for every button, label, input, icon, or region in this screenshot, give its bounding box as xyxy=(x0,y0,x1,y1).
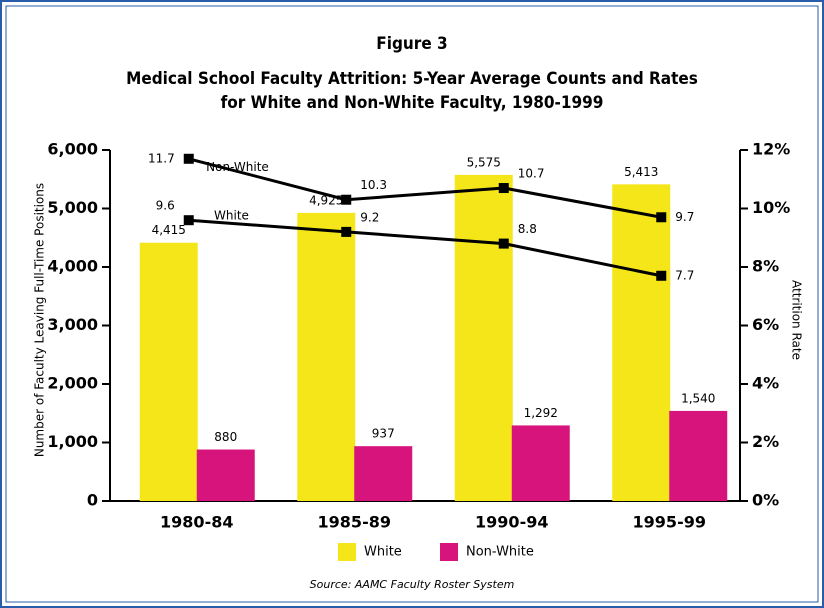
bar xyxy=(612,184,671,502)
line-name-label: Non-White xyxy=(206,160,269,174)
rate-value-label: 11.7 xyxy=(148,151,175,165)
bar xyxy=(354,446,413,501)
y2-tick-label: 4% xyxy=(752,374,779,393)
x-tick-label: 1990-94 xyxy=(475,513,548,532)
bar-value-label: 5,575 xyxy=(467,155,501,169)
bar-value-label: 1,540 xyxy=(681,391,715,405)
bar-value-label: 1,292 xyxy=(524,406,558,420)
bar xyxy=(669,410,728,501)
legend-label: Non-White xyxy=(466,545,534,560)
rate-value-label: 9.6 xyxy=(156,199,175,213)
rate-value-label: 10.7 xyxy=(518,167,545,181)
rate-marker xyxy=(341,226,352,237)
bar xyxy=(511,425,570,501)
source-note: Source: AAMC Faculty Roster System xyxy=(310,578,515,591)
line-name-label: White xyxy=(214,209,249,223)
y2-axis-label: Attrition Rate xyxy=(790,280,804,360)
y2-tick-label: 6% xyxy=(752,315,779,334)
bar xyxy=(454,174,513,502)
y2-tick-label: 12% xyxy=(752,140,790,159)
rate-marker xyxy=(183,215,194,226)
y-tick-label: 5,000 xyxy=(47,198,98,217)
y-tick-label: 3,000 xyxy=(47,315,98,334)
y-tick-label: 1,000 xyxy=(47,432,98,451)
y-tick-label: 6,000 xyxy=(47,140,98,159)
chart-subtitle: for White and Non-White Faculty, 1980-19… xyxy=(221,93,604,113)
rate-line xyxy=(188,157,662,219)
chart-title: Figure 3 xyxy=(376,34,447,54)
inner-frame xyxy=(5,5,819,603)
y-tick-label: 4,000 xyxy=(47,257,98,276)
bar xyxy=(297,212,356,501)
chart-subtitle: Medical School Faculty Attrition: 5-Year… xyxy=(126,69,698,89)
rate-marker xyxy=(341,194,352,205)
legend-swatch xyxy=(338,543,356,561)
x-tick-label: 1980-84 xyxy=(160,513,233,532)
rate-value-label: 7.7 xyxy=(675,268,694,282)
bar-value-label: 4,415 xyxy=(152,223,186,237)
y-tick-label: 0 xyxy=(87,491,98,510)
y2-tick-label: 0% xyxy=(752,491,779,510)
y-tick-label: 2,000 xyxy=(47,374,98,393)
rate-marker xyxy=(183,153,194,164)
bar-value-label: 5,413 xyxy=(624,165,658,179)
rate-value-label: 10.3 xyxy=(360,178,387,192)
y2-tick-label: 2% xyxy=(752,432,779,451)
y2-tick-label: 8% xyxy=(752,257,779,276)
rate-value-label: 9.2 xyxy=(360,210,379,224)
legend-label: White xyxy=(364,545,402,560)
rate-marker xyxy=(656,212,667,223)
bar-value-label: 937 xyxy=(372,427,395,441)
legend-swatch xyxy=(440,543,458,561)
bar-value-label: 880 xyxy=(214,430,237,444)
x-tick-label: 1985-89 xyxy=(318,513,391,532)
rate-marker xyxy=(498,238,509,249)
rate-marker xyxy=(656,270,667,281)
rate-marker xyxy=(498,183,509,194)
y-axis-label: Number of Faculty Leaving Full-Time Posi… xyxy=(33,183,47,457)
y2-tick-label: 10% xyxy=(752,198,790,217)
bar xyxy=(196,449,255,501)
bar xyxy=(139,242,198,501)
rate-value-label: 8.8 xyxy=(518,222,537,236)
rate-line xyxy=(188,218,662,278)
rate-value-label: 9.7 xyxy=(675,210,694,224)
x-tick-label: 1995-99 xyxy=(633,513,706,532)
